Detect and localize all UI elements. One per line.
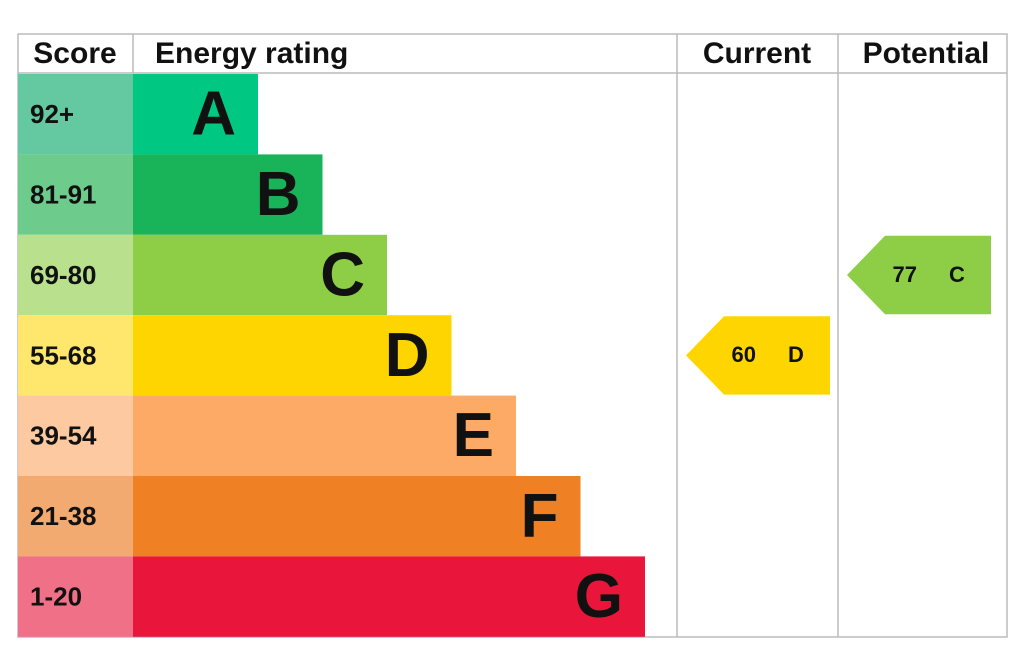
header: Score: [33, 37, 116, 70]
header: Potential: [863, 37, 990, 70]
score-cell: [18, 154, 133, 235]
rating-bar: [133, 74, 258, 155]
potential-value: 77: [893, 262, 917, 287]
score-cell: [18, 74, 133, 155]
score-label: 21-38: [30, 501, 97, 531]
rating-bar: [133, 395, 516, 476]
band-letter: G: [575, 562, 623, 631]
band-letter: C: [320, 240, 365, 309]
score-cell: [18, 556, 133, 637]
score-label: 1-20: [30, 581, 82, 611]
band-letter: A: [191, 80, 236, 149]
rating-bar: [133, 234, 387, 316]
current-letter: D: [788, 342, 804, 367]
band-letter: B: [256, 160, 301, 229]
current-value: 60: [732, 342, 756, 367]
score-label: 55-68: [30, 340, 97, 370]
potential-letter: C: [949, 262, 965, 287]
band-letter: D: [385, 321, 430, 390]
score-label: 69-80: [30, 260, 97, 290]
rating-bar: [133, 154, 323, 235]
potential-arrow: [847, 235, 991, 315]
header: Current: [703, 37, 811, 70]
score-cell: [18, 395, 133, 476]
score-label: 39-54: [30, 421, 97, 451]
rating-bar: [133, 315, 452, 396]
rating-bar: [133, 556, 645, 637]
band-letter: E: [453, 401, 494, 470]
current-arrow: [686, 316, 830, 395]
score-cell: [18, 234, 133, 316]
score-cell: [18, 315, 133, 396]
rating-bar: [133, 476, 581, 557]
score-label: 92+: [30, 99, 74, 129]
score-label: 81-91: [30, 179, 97, 209]
header: Energy rating: [155, 37, 348, 70]
band-letter: F: [521, 482, 559, 551]
score-cell: [18, 476, 133, 557]
